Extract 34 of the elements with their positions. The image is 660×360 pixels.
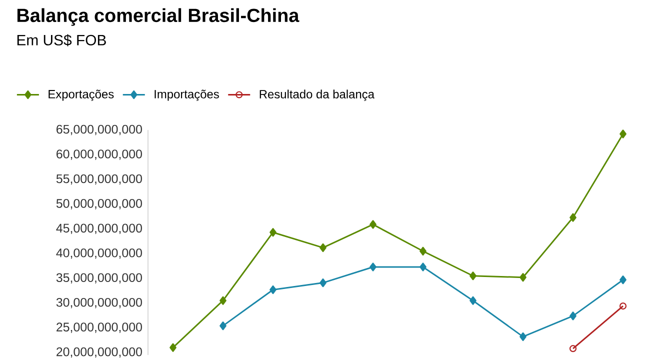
point: [370, 262, 376, 272]
point: [370, 220, 376, 229]
point: [220, 321, 226, 330]
point: [470, 272, 476, 280]
point: [620, 130, 626, 138]
point: [570, 213, 576, 222]
y-tick-label: 65,000,000,000: [56, 124, 142, 136]
point: [620, 276, 626, 284]
point: [320, 278, 326, 288]
chart-subtitle: Em US$ FOB: [17, 34, 106, 46]
y-tick-label: 45,000,000,000: [56, 224, 142, 234]
point: [420, 246, 426, 256]
legend-label: Importações: [154, 90, 219, 101]
y-tick-label: 25,000,000,000: [56, 322, 142, 333]
point: [520, 332, 526, 342]
point: [420, 262, 426, 272]
point: [170, 343, 176, 352]
y-tick-label: 60,000,000,000: [56, 150, 142, 160]
y-tick-label: 35,000,000,000: [56, 273, 142, 284]
y-tick-label: 40,000,000,000: [56, 248, 142, 259]
point: [270, 285, 276, 294]
point: [470, 296, 476, 305]
point: [520, 273, 526, 282]
chart-title: Balança comercial Brasil-China: [17, 8, 300, 26]
y-tick-label: 55,000,000,000: [56, 174, 142, 185]
legend-label: Resultado da balança: [260, 90, 374, 101]
y-tick-label: 50,000,000,000: [56, 199, 142, 210]
point: [220, 296, 226, 305]
y-tick-label: 30,000,000,000: [56, 298, 142, 308]
point: [270, 228, 276, 237]
point: [320, 243, 326, 252]
point: [570, 312, 576, 320]
y-tick-label: 20,000,000,000: [56, 347, 142, 358]
legend-label: Exportações: [48, 90, 114, 101]
